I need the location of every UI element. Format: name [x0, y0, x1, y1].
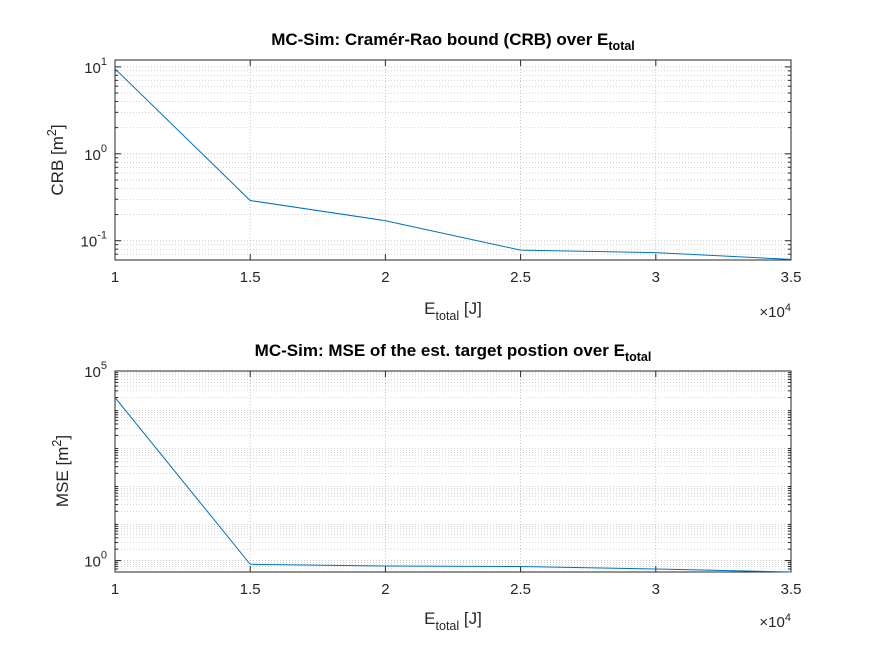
- mse-title-sub: total: [625, 350, 651, 364]
- mse-y-tick-base: 10: [84, 554, 101, 571]
- crb-ylabel-sup: 2: [45, 129, 59, 136]
- mse-xlabel: Etotal [J]: [424, 609, 482, 633]
- mse-x-tick-label: 2: [381, 581, 389, 598]
- crb-ylabel-main: CRB [m: [48, 136, 67, 196]
- crb-xlabel-unit: [J]: [459, 299, 482, 318]
- crb-series-line: [114, 68, 792, 260]
- crb-y-tick-base: 10: [81, 234, 98, 251]
- mse-y-tick-base: 10: [84, 364, 101, 381]
- mse-y-tick-exp: 5: [101, 360, 107, 372]
- mse-axes-box: [114, 370, 792, 573]
- crb-x-multiplier-prefix: ×10: [759, 304, 784, 321]
- mse-grid: [115, 370, 791, 572]
- crb-y-tick-exp: 1: [101, 56, 107, 68]
- mse-ylabel: MSE [m2]: [50, 435, 72, 507]
- crb-xlabel-sub: total: [436, 309, 460, 323]
- mse-x-multiplier-prefix: ×10: [759, 614, 784, 631]
- mse-x-tick-label: 3: [652, 581, 660, 598]
- crb-x-tick-label: 2: [381, 269, 389, 286]
- mse-title-main: MC-Sim: MSE of the est. target postion o…: [255, 341, 625, 360]
- crb-x-multiplier: ×104: [759, 302, 791, 321]
- mse-xlabel-main: E: [424, 609, 435, 628]
- crb-y-tick-label: 101: [84, 56, 107, 77]
- crb-title-sub: total: [608, 39, 634, 53]
- crb-xlabel-main: E: [424, 299, 435, 318]
- mse-series-line: [114, 397, 792, 573]
- crb-x-tick-label: 1: [111, 269, 119, 286]
- mse-xlabel-unit: [J]: [459, 609, 482, 628]
- crb-y-tick-label: 10-1: [81, 230, 107, 251]
- crb-y-tick-exp: -1: [97, 230, 107, 242]
- mse-xlabel-sub: total: [436, 619, 460, 633]
- mse-x-tick-label: 1.5: [240, 581, 261, 598]
- crb-title-main: MC-Sim: Cramér-Rao bound (CRB) over E: [271, 30, 608, 49]
- crb-plot-area: [115, 60, 791, 260]
- crb-x-tick-label: 3.5: [781, 269, 802, 286]
- mse-y-tick-label: 105: [84, 360, 107, 381]
- crb-y-tick-base: 10: [84, 60, 101, 77]
- crb-x-tick-label: 2.5: [510, 269, 531, 286]
- mse-ylabel-end: ]: [53, 435, 72, 440]
- crb-title: MC-Sim: Cramér-Rao bound (CRB) over Etot…: [271, 30, 635, 53]
- crb-grid: [115, 60, 791, 260]
- mse-title: MC-Sim: MSE of the est. target postion o…: [255, 341, 652, 364]
- crb-ylabel: CRB [m2]: [45, 124, 67, 195]
- crb-xlabel: Etotal [J]: [424, 299, 482, 323]
- mse-ylabel-sup: 2: [50, 440, 64, 447]
- mse-x-tick-label: 3.5: [781, 581, 802, 598]
- crb-x-multiplier-exp: 4: [785, 302, 791, 314]
- mse-ylabel-main: MSE [m: [53, 447, 72, 507]
- mse-y-tick-exp: 0: [101, 550, 107, 562]
- crb-axes-box: [114, 59, 792, 261]
- crb-y-tick-base: 10: [84, 147, 101, 164]
- mse-x-tick-label: 2.5: [510, 581, 531, 598]
- crb-x-tick-label: 3: [652, 269, 660, 286]
- mse-y-tick-label: 100: [84, 550, 107, 571]
- mse-x-tick-label: 1: [111, 581, 119, 598]
- mse-plot-area: [115, 371, 791, 572]
- crb-ylabel-end: ]: [48, 124, 67, 129]
- crb-x-tick-label: 1.5: [240, 269, 261, 286]
- mse-x-multiplier-exp: 4: [785, 612, 791, 624]
- crb-y-tick-label: 100: [84, 143, 107, 164]
- crb-y-tick-exp: 0: [101, 143, 107, 155]
- mse-x-multiplier: ×104: [759, 612, 791, 631]
